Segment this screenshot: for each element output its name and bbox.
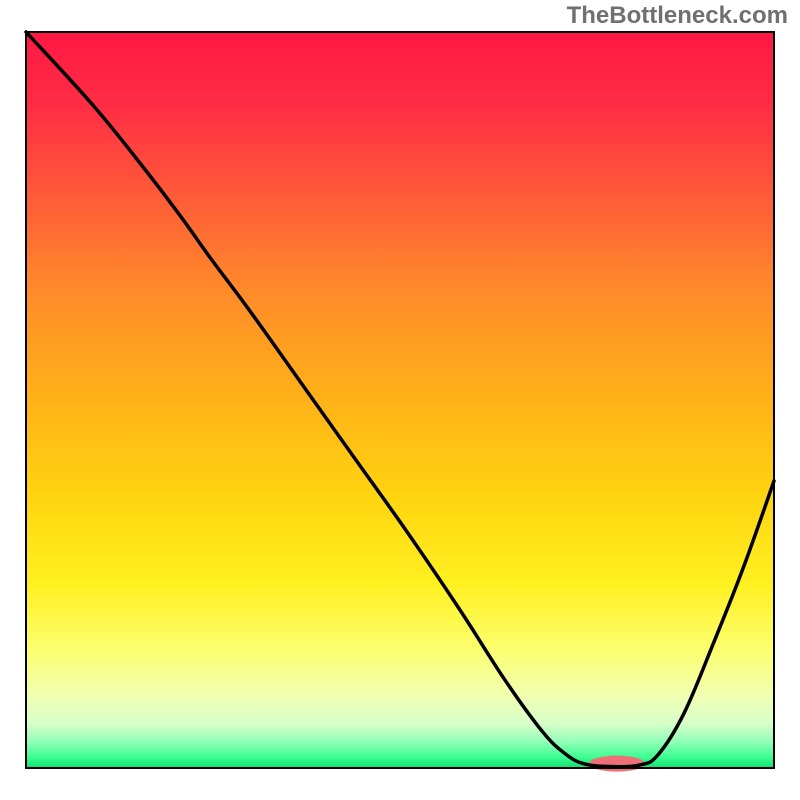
watermark-text: TheBottleneck.com: [567, 2, 788, 30]
optimum-marker: [589, 756, 645, 772]
plot-gradient: [26, 32, 774, 768]
gradient-chart: [0, 0, 800, 800]
chart-container: TheBottleneck.com: [0, 0, 800, 800]
